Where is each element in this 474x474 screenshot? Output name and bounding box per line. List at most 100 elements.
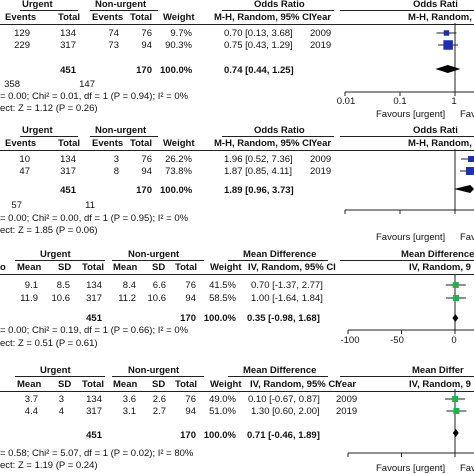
cell-total2: 76 [141,154,152,165]
favours-right: Fav [460,232,474,243]
total-ci: 0.74 [0.44, 1.25] [224,65,294,76]
total-n2: 170 [180,313,196,324]
effect-header-right: Odds Rati [413,0,458,10]
cell-sd2: 6.6 [152,280,166,291]
method-right: M-H, Random, 9 [408,138,474,149]
pooled-diamond [452,429,459,437]
axis-tick: 0.1 [393,96,407,107]
total-n1: 451 [60,65,76,76]
group2-underline [90,10,158,11]
overall-effect: ect: Z = 1.85 (P = 0.06) [0,225,98,236]
study-col-fragment: o [0,262,6,273]
cell-sd1: 3 [58,394,64,405]
col-mean1: Mean [17,262,42,273]
cell-weight: 41.5% [209,280,236,291]
total-weight: 100.0% [203,313,236,324]
cell-total2: 94 [185,293,196,304]
col-total2: Total [175,379,197,390]
effect-header: Odds Ratio [254,0,305,10]
effect-header: Mean Difference [243,249,317,260]
cell-total1: 134 [60,28,76,39]
col-total1: Total [82,262,104,273]
total-weight: 100.0% [160,185,193,196]
cell-total2: 76 [185,394,196,405]
cell-weight: 49.0% [209,394,236,405]
cell-mean1: 3.7 [24,394,38,405]
col-events1: Events [5,12,37,23]
total-events2: 147 [79,79,95,90]
cell-events1: 129 [14,28,30,39]
group1-header: Urgent [22,125,53,136]
total-n2: 170 [136,185,152,196]
cell-ci: 1.96 [0.52, 7.36] [224,154,293,165]
heterogeneity: = 0.00; Chi² = 0.19, df = 1 (P = 0.66); … [0,325,189,336]
col-total2: Total [130,138,152,149]
col-total2: Total [130,12,152,23]
cell-total2: 94 [141,166,152,177]
total-ci: 1.89 [0.96, 3.73] [224,185,294,196]
total-weight: 100.0% [160,65,193,76]
group1-header: Urgent [40,249,71,260]
col-year: Year [336,379,357,390]
col-year: Year [311,12,332,23]
heterogeneity: = 0.58; Chi² = 5.07, df = 1 (P = 0.02); … [0,448,194,459]
effect-underline [228,376,328,377]
study-marker [453,295,460,301]
cell-ci: 1.87 [0.85, 4.11] [224,166,292,177]
cell-mean2: 3.1 [122,406,136,417]
favours-right: Fav [460,463,474,474]
effect-underline-right [340,10,474,11]
group2-header: Non-urgent [95,0,147,10]
group1-underline [15,376,105,377]
cell-weight: 9.7% [170,28,192,39]
heterogeneity: = 0.00; Chi² = 0.00, df = 1 (P = 0.95); … [0,213,189,224]
col-method: IV, Random, 95% CI [248,262,336,273]
study-marker [453,408,460,414]
cell-events2: 8 [113,166,119,177]
col-weight: Weight [163,138,195,149]
method-right: M-H, Random, 9 [408,12,474,23]
col-total1: Total [82,379,104,390]
col-mean1: Mean [17,379,42,390]
favours-left: Favours [urgent] [376,232,446,243]
cell-year: 2019 [310,166,332,177]
cell-ci: 0.70 [0.13, 3.68] [224,28,293,39]
col-events2: Events [92,138,124,149]
col-mean2: Mean [113,262,138,273]
header-rule [0,150,474,151]
header-rule [0,274,474,275]
effect-underline [222,10,334,11]
cell-mean2: 11.2 [118,293,136,304]
overall-effect: ect: Z = 0.51 (P = 0.61) [0,338,98,349]
study-marker [468,155,474,163]
col-method: M-H, Random, 95% CI [214,12,312,23]
total-events2: 11 [85,200,95,211]
axis-tick: 1 [451,96,457,107]
cell-sd1: 10.6 [51,293,71,304]
cell-mean2: 3.6 [122,394,136,405]
col-total1: Total [58,138,80,149]
cell-total2: 76 [185,280,196,291]
overall-effect: ect: Z = 1.12 (P = 0.26) [0,103,98,114]
col-events1: Events [5,138,37,149]
cell-total2: 94 [141,40,152,51]
cell-sd1: 4 [58,406,64,417]
cell-total1: 317 [60,40,76,51]
group2-underline [112,260,204,261]
cell-ci: 1.30 [0.60, 2.00] [251,406,320,417]
effect-header-right: Mean Differ [412,365,464,376]
heterogeneity: = 0.00; Chi² = 0.01, df = 1 (P = 0.94); … [0,91,189,102]
group2-header: Non-urgent [128,249,180,260]
method-right: IV, Random, 9 [409,262,471,273]
header-rule [0,391,474,392]
cell-year: 2009 [310,154,332,165]
col-weight: Weight [163,12,195,23]
cell-total1: 317 [86,293,102,304]
effect-header: Odds Ratio [254,125,305,136]
total-ci: 0.35 [-0.98, 1.68] [247,313,320,324]
cell-sd2: 10.6 [147,293,167,304]
cell-events2: 73 [108,40,119,51]
col-sd2: SD [152,262,166,273]
cell-total1: 134 [86,280,102,291]
